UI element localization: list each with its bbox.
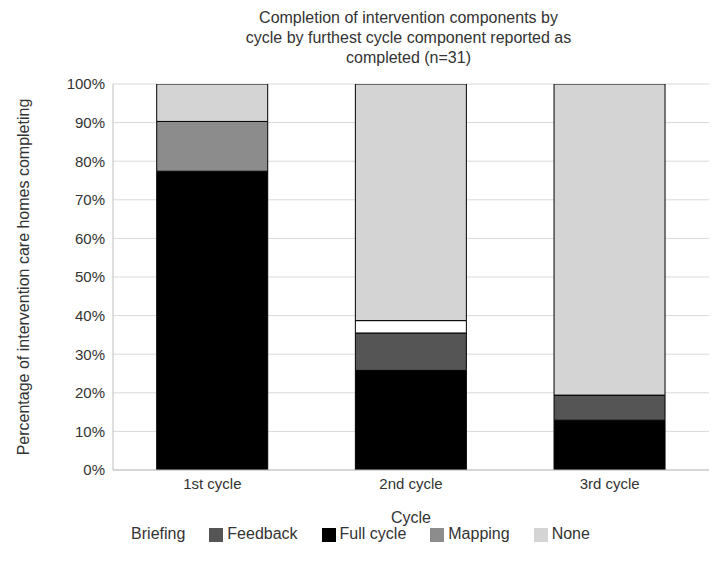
svg-text:3rd cycle: 3rd cycle [580,475,640,492]
svg-text:80%: 80% [75,153,105,170]
svg-text:100%: 100% [67,75,105,92]
html-text:Feedback: Feedback [227,525,298,542]
svg-text:1st cycle: 1st cycle [183,475,241,492]
svg-text:Percentage of intervention car: Percentage of intervention care homes co… [15,99,32,456]
svg-text:40%: 40% [75,307,105,324]
svg-text:10%: 10% [75,423,105,440]
html-text:Mapping: Mapping [448,525,510,542]
html-text:Full cycle: Full cycle [339,525,407,542]
svg-text:20%: 20% [75,384,105,401]
svg-text:50%: 50% [75,268,105,285]
svg-text:Cycle: Cycle [391,509,431,526]
svg-text:2nd cycle: 2nd cycle [379,475,442,492]
html-text:None: None [551,525,590,542]
html-text:Completion of intervention com: Completion of intervention components by… [245,9,572,66]
svg-text:60%: 60% [75,230,105,247]
svg-text:0%: 0% [83,461,105,478]
html-text:Briefing: Briefing [131,525,186,542]
svg-text:90%: 90% [75,114,105,131]
svg-text:30%: 30% [75,346,105,363]
svg-text:70%: 70% [75,191,105,208]
